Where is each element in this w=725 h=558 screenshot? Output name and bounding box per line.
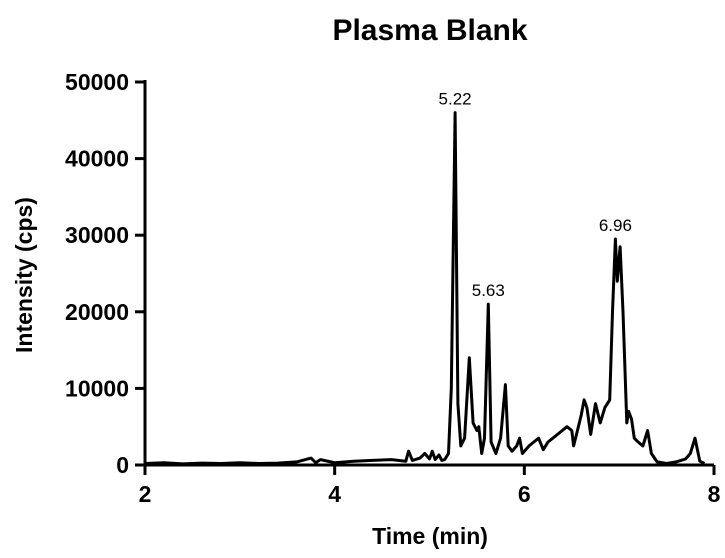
y-tick-label: 10000 <box>65 375 129 401</box>
series-line <box>144 111 706 466</box>
y-tick-label: 0 <box>116 452 129 478</box>
x-tick-label: 2 <box>139 481 152 507</box>
y-axis-label: Intensity (cps) <box>11 197 37 353</box>
x-tick-label: 4 <box>328 481 341 507</box>
x-tick-label: 6 <box>518 481 531 507</box>
peak-annotations: 5.22 5.63 6.96 <box>439 90 632 301</box>
x-axis-ticks: 2 4 6 8 <box>139 465 721 507</box>
peak-label: 6.96 <box>599 216 632 235</box>
peak-label: 5.22 <box>439 90 472 109</box>
x-tick-label: 8 <box>708 481 721 507</box>
peak-label: 5.63 <box>472 281 505 300</box>
y-tick-label: 20000 <box>65 299 129 325</box>
x-axis-label: Time (min) <box>372 523 488 549</box>
chart-title: Plasma Blank <box>332 14 527 47</box>
y-tick-label: 30000 <box>65 222 129 248</box>
y-tick-label: 40000 <box>65 146 129 172</box>
y-axis-ticks: 0 10000 20000 30000 40000 50000 <box>65 69 145 478</box>
y-tick-label: 50000 <box>65 69 129 95</box>
